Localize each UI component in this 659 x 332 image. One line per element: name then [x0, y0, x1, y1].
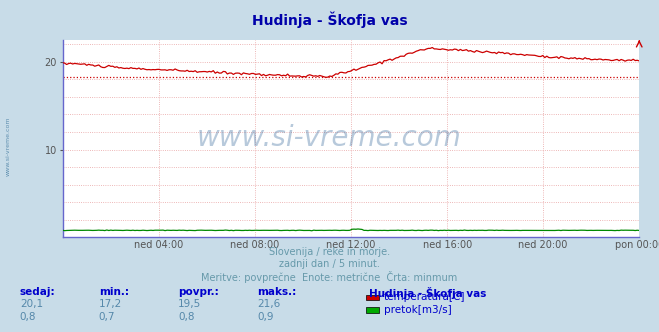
Text: 21,6: 21,6: [257, 299, 280, 309]
Text: Hudinja - Škofja vas: Hudinja - Škofja vas: [252, 12, 407, 28]
Text: www.si-vreme.com: www.si-vreme.com: [197, 124, 462, 152]
Text: sedaj:: sedaj:: [20, 287, 55, 297]
Text: pretok[m3/s]: pretok[m3/s]: [384, 305, 451, 315]
Text: Hudinja - Škofja vas: Hudinja - Škofja vas: [369, 287, 486, 299]
Text: www.si-vreme.com: www.si-vreme.com: [5, 116, 11, 176]
Text: Slovenija / reke in morje.: Slovenija / reke in morje.: [269, 247, 390, 257]
Text: 19,5: 19,5: [178, 299, 201, 309]
Text: 0,9: 0,9: [257, 312, 273, 322]
Text: povpr.:: povpr.:: [178, 287, 219, 297]
Text: 0,8: 0,8: [178, 312, 194, 322]
Text: Meritve: povprečne  Enote: metrične  Črta: minmum: Meritve: povprečne Enote: metrične Črta:…: [202, 271, 457, 283]
Text: 20,1: 20,1: [20, 299, 43, 309]
Text: 17,2: 17,2: [99, 299, 122, 309]
Text: zadnji dan / 5 minut.: zadnji dan / 5 minut.: [279, 259, 380, 269]
Text: min.:: min.:: [99, 287, 129, 297]
Text: maks.:: maks.:: [257, 287, 297, 297]
Text: 0,8: 0,8: [20, 312, 36, 322]
Text: 0,7: 0,7: [99, 312, 115, 322]
Text: temperatura[C]: temperatura[C]: [384, 292, 465, 302]
